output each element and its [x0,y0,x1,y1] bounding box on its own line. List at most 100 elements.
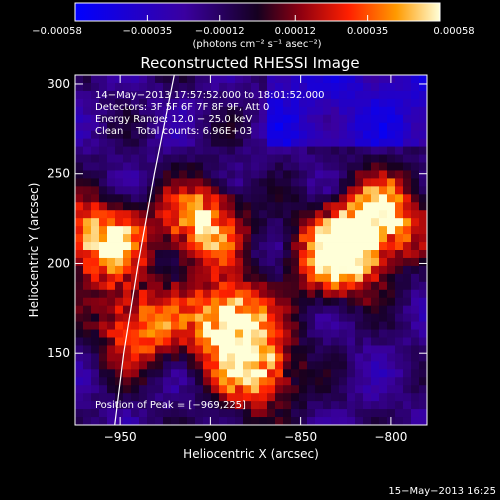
heatmap-cell [371,138,380,147]
colorbar-tick-label: 0.00035 [347,26,388,37]
heatmap-cell [235,289,244,299]
heatmap-cell [283,273,292,283]
heatmap-cell [211,289,220,299]
heatmap-cell [411,98,420,108]
heatmap-cell [307,265,316,275]
heatmap-cell [387,114,396,124]
heatmap-cell [99,162,108,171]
heatmap-cell [339,90,348,100]
heatmap-cell [99,401,108,410]
heatmap-cell [307,321,316,330]
heatmap-cell [227,361,236,370]
heatmap-cell [139,90,148,100]
heatmap-cell [299,114,308,124]
heatmap-cell [227,122,236,132]
heatmap-cell [419,106,427,116]
heatmap-cell [203,186,212,195]
heatmap-cell [243,289,252,299]
heatmap-cell [331,265,340,275]
heatmap-cell [107,202,116,211]
heatmap-cell [379,313,388,322]
heatmap-cell [275,186,284,195]
heatmap-cell [395,114,404,124]
heatmap-cell [179,361,188,370]
heatmap-cell [107,122,116,132]
heatmap-cell [411,170,420,179]
heatmap-cell [323,329,332,338]
heatmap-cell [83,90,92,100]
heatmap-cell [75,146,84,155]
heatmap-cell [419,409,427,418]
heatmap-cell [91,162,100,171]
heatmap-cell [171,218,180,227]
heatmap-cell [331,114,340,124]
heatmap-cell [107,345,116,354]
heatmap-cell [299,313,308,322]
heatmap-cell [355,114,364,124]
heatmap-cell [363,146,372,155]
heatmap-cell [371,162,380,171]
heatmap-cell [219,194,228,203]
heatmap-cell [171,305,180,315]
heatmap-cell [211,257,220,267]
heatmap-cell [395,385,404,394]
heatmap-cell [187,273,196,283]
heatmap-cell [307,289,316,299]
heatmap-cell [115,377,124,386]
heatmap-cell [259,90,268,100]
heatmap-cell [331,186,340,195]
heatmap-cell [243,297,252,307]
heatmap-cell [355,202,364,211]
heatmap-cell [187,122,196,132]
heatmap-cell [211,242,220,251]
heatmap-cell [387,313,396,322]
heatmap-cell [91,265,100,275]
heatmap-cell [235,385,244,394]
heatmap-cell [355,210,364,219]
heatmap-cell [235,321,244,330]
heatmap-cell [267,234,276,243]
heatmap-cell [275,178,284,187]
heatmap-cell [107,353,116,362]
heatmap-cell [315,250,324,259]
heatmap-cell [419,90,427,100]
heatmap-cell [211,210,220,219]
heatmap-cell [139,361,148,370]
heatmap-cell [291,297,300,307]
heatmap-cell [283,106,292,116]
heatmap-cell [411,82,420,92]
heatmap-cell [323,297,332,307]
heatmap-cell [75,130,84,140]
heatmap-cell [83,281,92,291]
heatmap-cell [339,281,348,291]
heatmap-cell [139,250,148,259]
heatmap-cell [227,178,236,187]
heatmap-cell [171,154,180,163]
heatmap-cell [395,75,404,84]
heatmap-cell [331,242,340,251]
heatmap-cell [203,361,212,370]
heatmap-cell [419,186,427,195]
heatmap-cell [115,122,124,132]
heatmap-cell [307,313,316,322]
heatmap-cell [379,242,388,251]
heatmap-cell [275,106,284,116]
heatmap-cell [395,265,404,275]
heatmap-cell [355,265,364,275]
heatmap-cell [107,273,116,283]
heatmap-cell [331,345,340,354]
heatmap-cell [227,369,236,378]
heatmap-cell [259,114,268,124]
heatmap-cell [331,138,340,147]
heatmap-cell [403,146,412,155]
heatmap-cell [91,242,100,251]
heatmap-cell [235,194,244,203]
heatmap-cell [235,305,244,315]
heatmap-cell [387,218,396,227]
heatmap-cell [195,377,204,386]
heatmap-cell [131,393,140,402]
heatmap-cell [107,75,116,84]
heatmap-cell [115,226,124,235]
heatmap-cell [99,138,108,147]
heatmap-cell [387,377,396,386]
